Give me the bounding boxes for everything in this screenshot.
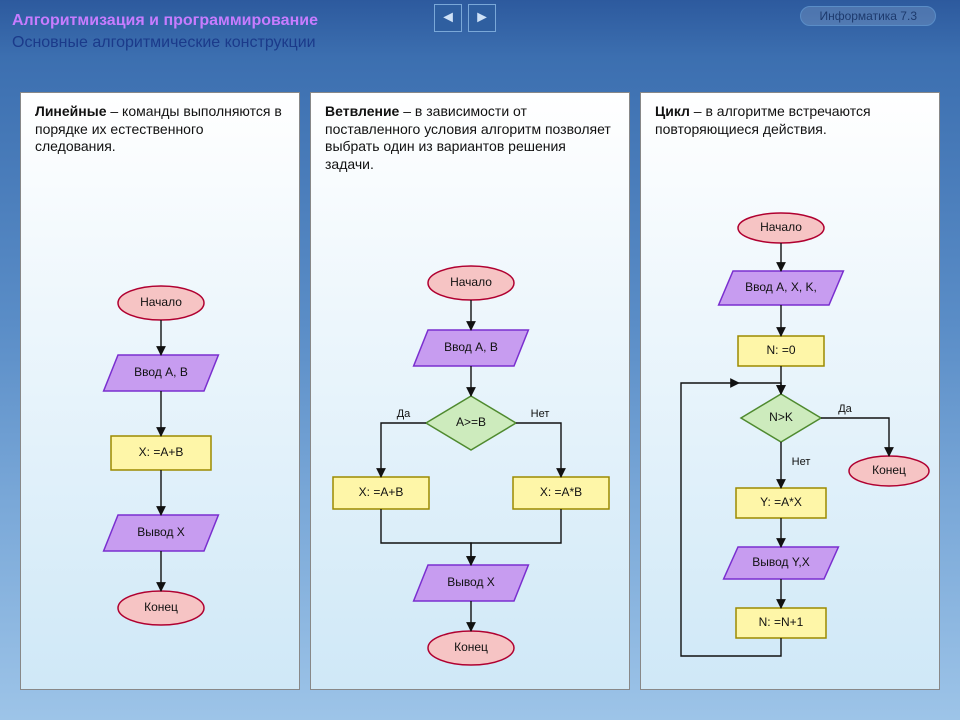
svg-text:Да: Да: [397, 408, 411, 420]
svg-text:Начало: Начало: [140, 295, 182, 309]
prev-button[interactable]: ◄: [434, 4, 462, 32]
nav-controls: ◄ ►: [434, 4, 496, 32]
svg-text:Ввод A, B: Ввод A, B: [444, 340, 498, 354]
info-link[interactable]: Информатика 7.3: [800, 6, 936, 26]
svg-text:X: =A+B: X: =A+B: [359, 485, 404, 499]
svg-text:Ввод A, B: Ввод A, B: [134, 365, 188, 379]
panel-branching: Ветвление – в зависимости от поставленно…: [310, 92, 630, 690]
svg-text:Нет: Нет: [792, 456, 811, 468]
svg-text:Вывод X: Вывод X: [447, 575, 495, 589]
svg-text:Да: Да: [838, 403, 852, 415]
svg-text:Начало: Начало: [760, 220, 802, 234]
panel-loop: Цикл – в алгоритме встречаются повторяющ…: [640, 92, 940, 690]
svg-text:Конец: Конец: [454, 640, 488, 654]
svg-text:Начало: Начало: [450, 275, 492, 289]
slide-stage: Алгоритмизация и программирование Основн…: [0, 0, 960, 720]
svg-text:Ввод A, X, K,: Ввод A, X, K,: [745, 280, 817, 294]
svg-text:Вывод Y,X: Вывод Y,X: [752, 555, 809, 569]
panel-linear: Линейные – команды выполняются в порядке…: [20, 92, 300, 690]
svg-text:Вывод X: Вывод X: [137, 525, 185, 539]
page-title-1: Алгоритмизация и программирование: [12, 12, 318, 30]
svg-text:N>K: N>K: [769, 410, 793, 424]
svg-text:Нет: Нет: [531, 408, 550, 420]
svg-text:Конец: Конец: [144, 600, 178, 614]
svg-text:Y: =A*X: Y: =A*X: [760, 495, 802, 509]
svg-text:X: =A*B: X: =A*B: [540, 485, 582, 499]
next-button[interactable]: ►: [468, 4, 496, 32]
svg-text:Конец: Конец: [872, 463, 906, 477]
svg-text:N: =N+1: N: =N+1: [759, 615, 804, 629]
svg-text:A>=B: A>=B: [456, 415, 486, 429]
svg-text:X: =A+B: X: =A+B: [139, 445, 184, 459]
svg-text:N: =0: N: =0: [766, 343, 795, 357]
page-title-2: Основные алгоритмические конструкции: [12, 34, 316, 52]
